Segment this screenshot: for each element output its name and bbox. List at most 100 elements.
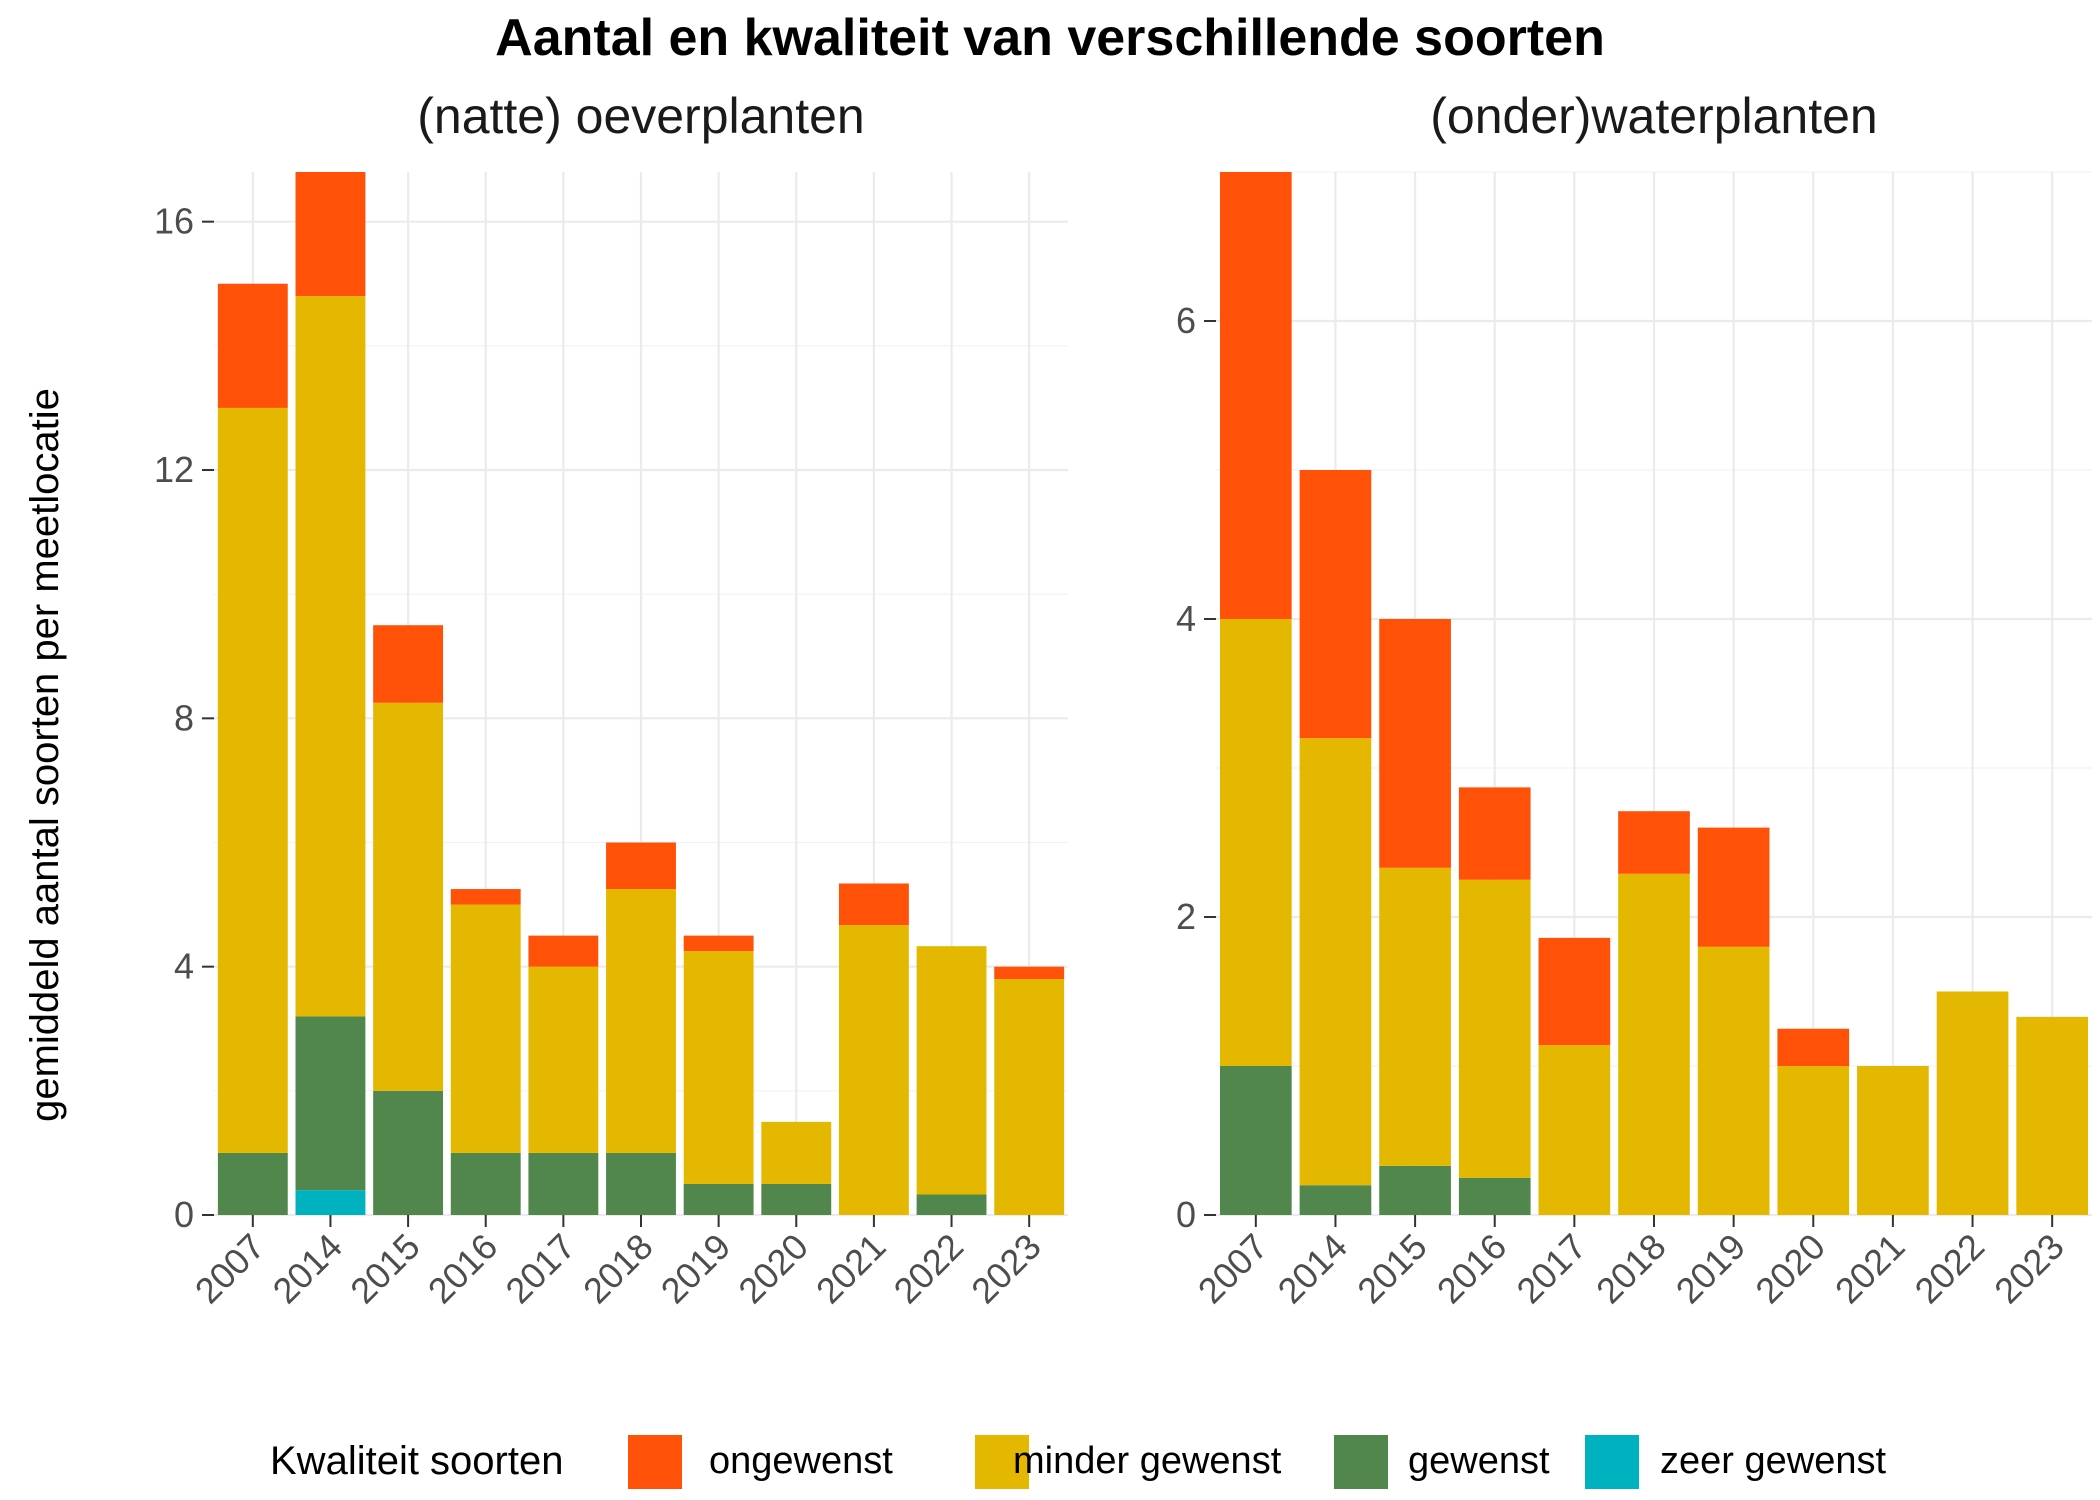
bar-segment xyxy=(1936,991,2009,1215)
bar-segment xyxy=(683,951,754,1184)
bar-segment xyxy=(295,172,366,297)
bar-segment xyxy=(994,966,1065,980)
bar-segment xyxy=(1538,937,1611,1046)
x-tick-label: 2021 xyxy=(1827,1226,1913,1312)
x-tick-label: 2014 xyxy=(264,1226,350,1312)
x-tick-label: 2019 xyxy=(1668,1226,1754,1312)
y-tick-label: 0 xyxy=(1176,1194,1196,1235)
bar-segment xyxy=(1538,1045,1611,1215)
y-tick-label: 12 xyxy=(154,449,194,490)
bar-segment xyxy=(373,702,444,1091)
legend-item: minder gewenst xyxy=(975,1435,1282,1489)
panel-subtitle: (onder)waterplanten xyxy=(1430,88,1878,144)
bar-segment xyxy=(1777,1066,1850,1215)
x-tick-label: 2020 xyxy=(730,1226,816,1312)
legend-swatch xyxy=(975,1435,1029,1489)
legend-swatch xyxy=(1585,1435,1639,1489)
bar-segment xyxy=(838,883,909,926)
bar-segment xyxy=(1219,1066,1292,1215)
bar-segment xyxy=(994,979,1065,1215)
legend-item: ongewenst xyxy=(628,1435,893,1489)
bar-segment xyxy=(1618,811,1690,874)
x-tick-label: 2022 xyxy=(1907,1226,1993,1312)
x-tick-label: 2015 xyxy=(1349,1226,1435,1312)
bar-segment xyxy=(373,625,444,703)
bar-segment xyxy=(1379,619,1451,868)
legend-label: gewenst xyxy=(1408,1440,1550,1482)
x-tick-label: 2017 xyxy=(497,1226,583,1312)
bar-segment xyxy=(838,925,909,1215)
bar-segment xyxy=(450,1152,521,1215)
bar-segment xyxy=(606,889,676,1153)
x-tick-label: 2023 xyxy=(963,1226,1049,1312)
bar-segment xyxy=(1379,1165,1451,1215)
legend-label: ongewenst xyxy=(709,1440,893,1482)
bar-segment xyxy=(683,1183,754,1215)
bar-segment xyxy=(217,407,288,1153)
y-axis: 0 2 4 6 xyxy=(1176,300,1216,1235)
y-axis-label: gemiddeld aantal soorten per meetlocatie xyxy=(23,388,67,1122)
y-tick-label: 4 xyxy=(1176,598,1196,639)
x-tick-label: 2018 xyxy=(575,1226,661,1312)
bar-segment xyxy=(528,966,599,1153)
bar-segment xyxy=(683,935,754,952)
bar-segment xyxy=(1857,1066,1929,1215)
bar-segment xyxy=(450,889,521,905)
x-tick-label: 2016 xyxy=(1429,1226,1515,1312)
bar-segment xyxy=(1777,1028,1850,1066)
bar-segment xyxy=(373,1090,444,1215)
panel-1: (natte) oeverplanten04812162007201420152… xyxy=(154,88,1068,1311)
panel-subtitle: (natte) oeverplanten xyxy=(417,88,865,144)
y-tick-label: 2 xyxy=(1176,896,1196,937)
x-tick-label: 2007 xyxy=(1190,1226,1276,1312)
legend-title: Kwaliteit soorten xyxy=(270,1439,563,1483)
x-tick-label: 2016 xyxy=(420,1226,506,1312)
x-axis: 2007201420152016201720182019202020212022… xyxy=(187,1215,1049,1311)
bar-segment xyxy=(1299,738,1372,1186)
bar-segment xyxy=(761,1183,832,1215)
bar-segment xyxy=(1697,946,1770,1215)
x-tick-label: 2018 xyxy=(1588,1226,1674,1312)
bar-segment xyxy=(1219,172,1292,619)
bar-segment xyxy=(916,946,987,1195)
legend-swatch xyxy=(628,1435,682,1489)
y-tick-label: 4 xyxy=(174,946,194,987)
bar-segment xyxy=(528,1152,599,1215)
bar-segment xyxy=(1379,867,1451,1166)
x-tick-label: 2014 xyxy=(1269,1226,1355,1312)
legend-label: zeer gewenst xyxy=(1660,1440,1886,1482)
legend-item: gewenst xyxy=(1334,1435,1550,1489)
x-tick-label: 2017 xyxy=(1508,1226,1594,1312)
bars xyxy=(1219,172,2089,1215)
legend-items: ongewenst minder gewenst gewenst zeer gewen… xyxy=(628,1435,1886,1489)
bar-segment xyxy=(1697,827,1770,947)
x-tick-label: 2021 xyxy=(808,1226,894,1312)
x-tick-label: 2022 xyxy=(886,1226,972,1312)
bar-segment xyxy=(1458,879,1531,1178)
chart-title: Aantal en kwaliteit van verschillende so… xyxy=(495,9,1605,67)
chart-panels: (natte) oeverplanten04812162007201420152… xyxy=(154,88,2092,1311)
bar-segment xyxy=(1299,1185,1372,1215)
y-tick-label: 16 xyxy=(154,201,194,242)
legend-swatch xyxy=(1334,1435,1388,1489)
bar-segment xyxy=(295,296,366,1017)
y-tick-label: 8 xyxy=(174,697,194,738)
bar-segment xyxy=(450,904,521,1153)
y-tick-label: 6 xyxy=(1176,300,1196,341)
bar-segment xyxy=(916,1194,987,1215)
x-axis: 2007201420152016201720182019202020212022… xyxy=(1190,1215,2072,1311)
y-axis: 0 4 8 12 16 xyxy=(154,201,214,1235)
bar-segment xyxy=(1458,1177,1531,1215)
panel-2: (onder)waterplanten024620072014201520162… xyxy=(1176,88,2092,1311)
x-tick-label: 2020 xyxy=(1747,1226,1833,1312)
bar-segment xyxy=(1618,873,1690,1215)
bar-segment xyxy=(217,283,288,408)
bar-segment xyxy=(217,1152,288,1215)
bar-segment xyxy=(1219,619,1292,1066)
bar-segment xyxy=(2016,1016,2089,1215)
bar-segment xyxy=(528,935,599,967)
bar-segment xyxy=(295,1190,366,1215)
x-tick-label: 2019 xyxy=(653,1226,739,1312)
x-tick-label: 2015 xyxy=(342,1226,428,1312)
